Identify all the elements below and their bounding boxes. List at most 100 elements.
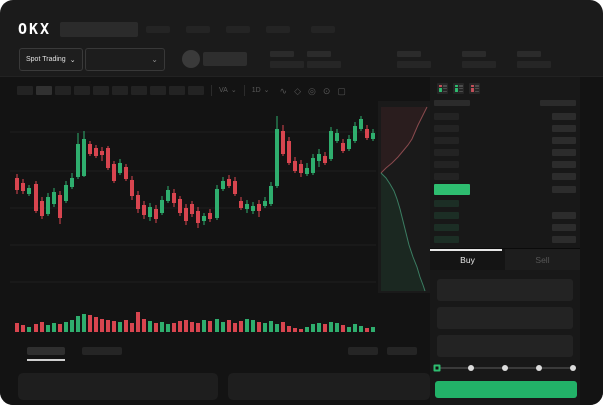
pair-dropdown[interactable]: ⌄ — [85, 48, 165, 71]
nav-item-placeholder[interactable] — [146, 25, 171, 33]
bid-row[interactable] — [434, 212, 576, 219]
combined-book-icon[interactable] — [437, 83, 448, 94]
volume-bar — [269, 321, 273, 332]
volume-bar — [227, 320, 231, 332]
bottom-tab-placeholder[interactable] — [82, 347, 122, 355]
ask-row[interactable] — [434, 161, 576, 168]
ask-row[interactable] — [434, 125, 576, 132]
interval-dropdown[interactable]: 1D ⌄ — [251, 86, 270, 95]
toolbar-item-placeholder[interactable] — [74, 85, 90, 95]
bottom-action-placeholder[interactable] — [387, 347, 417, 355]
candle-body — [52, 192, 56, 204]
fullscreen-icon[interactable]: ▢ — [337, 86, 346, 96]
order-total-field[interactable] — [437, 335, 573, 357]
toolbar-item-placeholder[interactable] — [55, 85, 71, 95]
last-price-row[interactable] — [434, 184, 576, 195]
tab-sell-label: Sell — [535, 254, 550, 265]
order-amount-field[interactable] — [437, 307, 573, 329]
volume-bar — [353, 324, 357, 332]
bid-row[interactable] — [434, 224, 576, 231]
draw-icon[interactable]: ◇ — [294, 86, 301, 96]
ask-row[interactable] — [434, 137, 576, 144]
orderbook-view-switcher — [437, 83, 480, 94]
depth-bids-line — [380, 172, 426, 292]
amount-slider[interactable] — [433, 364, 576, 372]
slider-stop[interactable] — [570, 365, 576, 371]
search-input[interactable] — [60, 21, 139, 37]
toolbar-item-placeholder[interactable] — [93, 85, 109, 95]
volume-bar — [21, 325, 25, 332]
indicator-dropdown[interactable]: VA ⌄ — [219, 86, 237, 95]
candle-body — [335, 133, 339, 141]
tab-sell[interactable]: Sell — [505, 249, 580, 270]
slider-stop[interactable] — [502, 365, 508, 371]
depth-bids-area — [381, 173, 425, 291]
ask-row[interactable] — [434, 173, 576, 180]
volume-bar — [178, 321, 182, 332]
volume-bar — [184, 320, 188, 332]
panel-divider — [430, 248, 580, 249]
depth-asks-line — [380, 106, 428, 174]
candle-body — [64, 185, 68, 201]
settings-icon[interactable]: ⊙ — [322, 86, 331, 96]
bids-book-icon[interactable] — [453, 83, 464, 94]
interval-label: 1D — [251, 86, 261, 94]
volume-bar — [46, 325, 50, 332]
market-type-label: Spot Trading — [26, 56, 66, 63]
order-price-field[interactable] — [437, 279, 573, 301]
candle-body — [118, 163, 122, 173]
volume-bar — [251, 320, 255, 332]
nav-item-placeholder[interactable] — [266, 25, 291, 33]
tab-buy-label: Buy — [460, 254, 475, 265]
volume-bar — [142, 319, 146, 332]
volume-bar — [293, 328, 297, 332]
toolbar-item-placeholder[interactable] — [17, 85, 33, 95]
nav-item-placeholder[interactable] — [226, 25, 251, 33]
volume-bar — [221, 322, 225, 332]
slider-handle[interactable] — [433, 364, 441, 372]
submit-buy-button[interactable] — [435, 381, 577, 398]
candle-body — [299, 164, 303, 173]
nav-item-placeholder[interactable] — [186, 25, 211, 33]
volume-bar — [245, 319, 249, 332]
candle-body — [263, 201, 267, 206]
toolbar-item-placeholder[interactable] — [112, 85, 128, 95]
volume-bar — [311, 324, 315, 332]
candle-body — [124, 167, 128, 179]
volume-bar — [215, 319, 219, 332]
bid-row[interactable] — [434, 236, 576, 243]
camera-icon[interactable]: ◎ — [308, 86, 316, 96]
ticker-stat-placeholder — [517, 51, 557, 68]
bid-row[interactable] — [434, 200, 576, 207]
candle-body — [21, 183, 25, 191]
candlestick-chart[interactable] — [10, 99, 432, 341]
candle-body — [58, 195, 62, 218]
line-style-icon[interactable]: ∿ — [279, 86, 288, 96]
toolbar-item-placeholder[interactable] — [36, 85, 52, 95]
volume-bar — [172, 323, 176, 332]
volume-bar — [112, 321, 116, 332]
slider-stop[interactable] — [468, 365, 474, 371]
candle-body — [245, 204, 249, 209]
slider-stop[interactable] — [536, 365, 542, 371]
volume-bar — [263, 323, 267, 332]
bottom-action-placeholder[interactable] — [348, 347, 378, 355]
orderbook-header[interactable] — [434, 100, 576, 106]
ask-row[interactable] — [434, 113, 576, 120]
volume-bar — [148, 321, 152, 332]
toolbar-item-placeholder[interactable] — [131, 85, 147, 95]
volume-bar — [257, 322, 261, 332]
candle-body — [112, 164, 116, 181]
candle-body — [347, 139, 351, 149]
toolbar-item-placeholder[interactable] — [150, 85, 166, 95]
tab-buy[interactable]: Buy — [430, 249, 505, 270]
asks-book-icon[interactable] — [469, 83, 480, 94]
ask-row[interactable] — [434, 149, 576, 156]
nav-item-placeholder[interactable] — [311, 25, 336, 33]
toolbar-item-placeholder[interactable] — [188, 85, 204, 95]
toolbar-item-placeholder[interactable] — [169, 85, 185, 95]
candle-body — [341, 143, 345, 151]
bottom-tab-active[interactable] — [27, 347, 65, 355]
market-type-dropdown[interactable]: Spot Trading ⌄ — [19, 48, 83, 71]
volume-bar — [136, 312, 140, 332]
